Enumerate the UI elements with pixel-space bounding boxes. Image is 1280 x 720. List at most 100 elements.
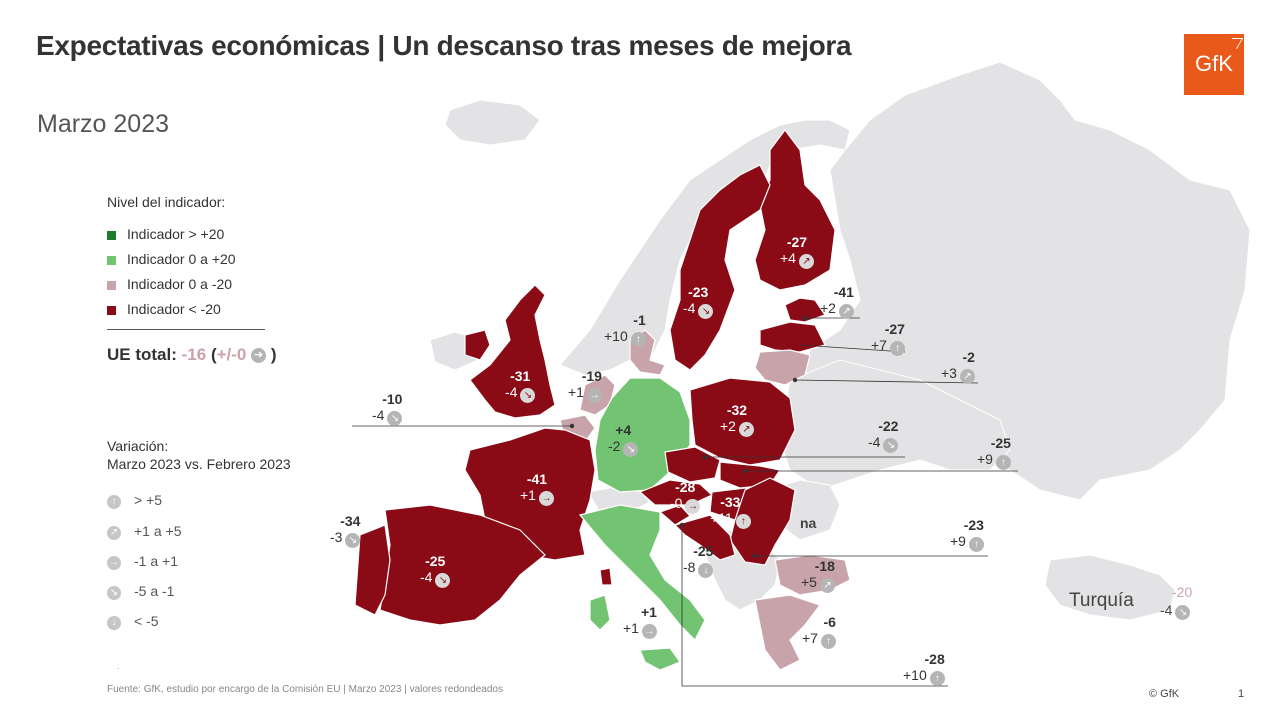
change: +7 ↑ <box>871 337 905 356</box>
legend-label: Indicador 0 a +20 <box>127 251 236 267</box>
change: -4 ↘ <box>683 300 714 319</box>
legend-swatch <box>107 231 116 240</box>
arrow-up-icon: ↑ <box>889 341 905 356</box>
arrow-up-right-icon: ↗ <box>838 304 854 319</box>
value: -41 <box>526 471 548 487</box>
change: -4 ↘ <box>868 434 899 453</box>
variation-item: ↓ < -5 <box>107 613 159 630</box>
change: +10 ↑ <box>604 328 646 347</box>
arrow-right-icon: → <box>641 624 657 639</box>
copyright: © GfK <box>1149 688 1180 700</box>
arrow-up-right-icon: ↗ <box>107 526 121 540</box>
romania-shape <box>729 477 796 566</box>
value: -6 <box>823 614 836 630</box>
estonia-shape <box>784 297 826 323</box>
change: -0 → <box>670 495 701 514</box>
estonia-dot <box>802 315 808 321</box>
variation-title-line2: Marzo 2023 vs. Febrero 2023 <box>107 456 291 472</box>
label-greece: -6 +7 ↑ <box>802 614 836 649</box>
value: -28 <box>675 479 696 495</box>
eu-total-change: +/-0 <box>216 345 247 364</box>
change: -3 ↘ <box>330 529 361 548</box>
slovenia-leader <box>681 525 948 687</box>
value: +1 <box>641 604 657 620</box>
value: -25 <box>693 543 714 559</box>
change: +7 ↑ <box>802 630 836 649</box>
arrow-up-icon: ↑ <box>929 671 945 686</box>
legend-divider <box>107 329 265 330</box>
arrow-right-icon: → <box>685 499 701 514</box>
change: +9 ↑ <box>977 451 1011 470</box>
arrow-up-icon: ↑ <box>630 332 646 347</box>
value: -23 <box>963 517 984 533</box>
change: +2 ↗ <box>820 300 854 319</box>
source-note: Fuente: GfK, estudio por encargo de la C… <box>107 684 503 695</box>
change: +1 → <box>520 487 554 506</box>
slovakia-dot <box>742 468 748 474</box>
lithuania-leader <box>794 379 979 384</box>
iceland-land <box>444 99 541 146</box>
logo-text: GfK <box>1195 51 1233 76</box>
arrow-down-icon: ↓ <box>107 616 121 630</box>
variation-label: -1 a +1 <box>134 553 178 569</box>
arrow-up-icon: ↑ <box>107 495 121 509</box>
arrow-right-icon: → <box>586 388 602 403</box>
variation-title-line1: Variación: <box>107 438 169 454</box>
arrow-down-right-icon: ↘ <box>107 586 121 600</box>
czechia-dot <box>702 454 708 460</box>
arrow-down-right-icon: ↘ <box>883 438 899 453</box>
arrow-down-right-icon: ↘ <box>435 573 451 588</box>
variation-label: -5 a -1 <box>134 583 175 599</box>
value: -32 <box>726 402 748 418</box>
change: -8 ↓ <box>683 559 714 578</box>
value: -25 <box>990 435 1011 451</box>
label-germany: +4 -2 ↘ <box>608 422 639 457</box>
change: -4 ↘ <box>505 384 536 403</box>
value: -34 <box>340 513 361 529</box>
arrow-up-right-icon: ↗ <box>959 369 975 384</box>
value: +4 <box>615 422 632 438</box>
latvia-shape <box>759 321 826 353</box>
latvia-leader <box>799 344 906 353</box>
change: -2 ↘ <box>608 438 639 457</box>
value: -25 <box>425 553 446 569</box>
value: -31 <box>510 368 531 384</box>
sardinia-shape <box>589 594 611 631</box>
label-romania: -23 +9 ↑ <box>950 517 984 552</box>
value: -23 <box>688 284 709 300</box>
label-lithuania: -2 +3 ↗ <box>941 349 975 384</box>
variation-item: ↗ +1 a +5 <box>107 523 182 540</box>
label-sweden: -23 -4 ↘ <box>683 284 714 319</box>
legend-swatch <box>107 306 116 315</box>
label-france: -41 +1 → <box>520 471 554 506</box>
page-title: Expectativas económicas | Un descanso tr… <box>36 30 852 61</box>
arrow-up-icon: ↑ <box>735 514 751 529</box>
belarus-ukraine-land <box>779 359 1011 491</box>
value: -28 <box>924 651 945 667</box>
italy-shape <box>578 504 706 642</box>
legend-label: Indicador 0 a -20 <box>127 276 233 292</box>
variation-label: < -5 <box>134 613 159 629</box>
variation-item: ↘ -5 a -1 <box>107 583 174 600</box>
turkey-land <box>1044 554 1176 621</box>
lithuania-dot <box>792 377 798 383</box>
label-netherlands: -19 +1 → <box>568 368 602 403</box>
legend-label: Indicador > +20 <box>127 226 225 242</box>
arrow-down-right-icon: ↘ <box>520 388 536 403</box>
label-latvia: -27 +7 ↑ <box>871 321 905 356</box>
belgium-dot <box>569 423 575 429</box>
romania-dot <box>752 553 758 559</box>
portugal-shape <box>354 524 391 616</box>
finland-shape <box>754 129 836 291</box>
arrow-up-icon: ↑ <box>820 634 836 649</box>
change: +1 → <box>568 384 602 403</box>
legend-swatch <box>107 281 116 290</box>
value: -22 <box>878 418 899 434</box>
value: -33 <box>720 494 741 510</box>
change: +10 ↑ <box>903 667 945 686</box>
label-poland: -32 +2 ↗ <box>720 402 754 437</box>
variation-label: > +5 <box>134 492 163 508</box>
arrow-down-right-icon: ↘ <box>623 442 639 457</box>
slovenia-shape <box>658 504 691 526</box>
change: +2 ↗ <box>720 418 754 437</box>
